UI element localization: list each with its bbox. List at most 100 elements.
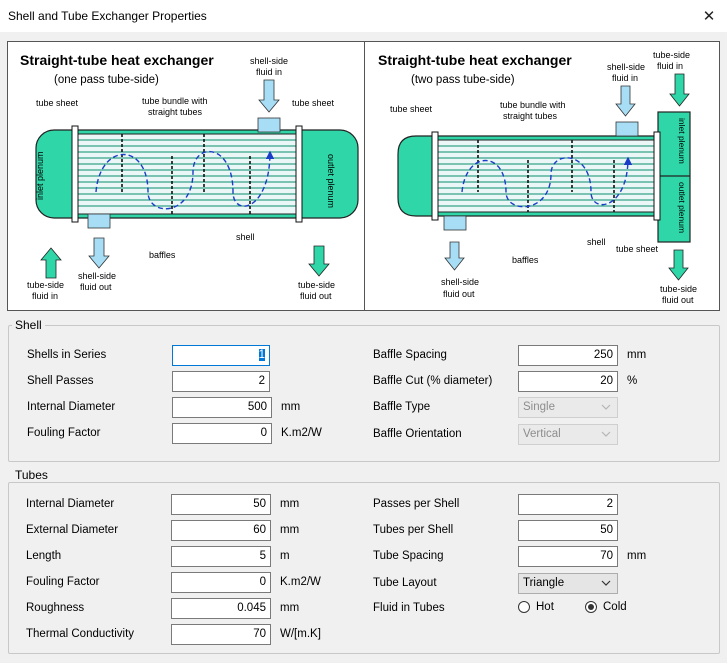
left-shell-in-nozzle bbox=[258, 118, 280, 132]
right-bundle-label-2: straight tubes bbox=[503, 111, 558, 121]
right-tube-in-arrow-icon bbox=[670, 74, 689, 106]
shell-fouling-factor-unit: K.m2/W bbox=[281, 427, 322, 439]
tube-internal-diameter-input[interactable]: 50 bbox=[171, 494, 271, 515]
tube-fouling-factor-label: Fouling Factor bbox=[26, 576, 100, 588]
tube-thermal-conductivity-unit: W/[m.K] bbox=[280, 628, 321, 640]
radio-unchecked-icon bbox=[518, 601, 530, 613]
right-baffles-label: baffles bbox=[512, 255, 539, 265]
left-bundle-label-1: tube bundle with bbox=[142, 96, 208, 106]
passes-per-shell-input[interactable]: 2 bbox=[518, 494, 618, 515]
baffle-cut-unit: % bbox=[627, 375, 637, 387]
left-shell-in-label-1: shell-side bbox=[250, 56, 288, 66]
tube-roughness-input[interactable]: 0.045 bbox=[171, 598, 271, 619]
right-tube-out-label-1: tube-side bbox=[660, 284, 697, 294]
right-tube-sheet-bottom-label: tube sheet bbox=[616, 244, 659, 254]
fluid-hot-radio[interactable]: Hot bbox=[518, 601, 554, 613]
tube-fouling-factor-input[interactable]: 0 bbox=[171, 572, 271, 593]
right-tube-sheet-2 bbox=[654, 132, 660, 220]
tube-length-unit: m bbox=[280, 550, 290, 562]
tube-roughness-label: Roughness bbox=[26, 602, 84, 614]
radio-checked-icon bbox=[585, 601, 597, 613]
close-icon[interactable]: ✕ bbox=[691, 0, 727, 32]
right-tube-sheet-1 bbox=[432, 132, 438, 220]
right-shell-in-label-1: shell-side bbox=[607, 62, 645, 72]
left-inlet-plenum-label: inlet plenum bbox=[35, 151, 45, 200]
shell-fouling-factor-input[interactable]: 0 bbox=[172, 423, 272, 444]
tubes-per-shell-input[interactable]: 50 bbox=[518, 520, 618, 541]
tube-spacing-unit: mm bbox=[627, 550, 646, 562]
tube-internal-diameter-unit: mm bbox=[280, 498, 299, 510]
left-tube-out-label-2: fluid out bbox=[300, 291, 332, 301]
window-title: Shell and Tube Exchanger Properties bbox=[8, 9, 207, 23]
shell-fouling-factor-label: Fouling Factor bbox=[27, 427, 101, 439]
right-shell-out-nozzle bbox=[444, 216, 466, 230]
left-outlet-plenum-label: outlet plenum bbox=[326, 154, 336, 208]
baffle-spacing-label: Baffle Spacing bbox=[373, 349, 447, 361]
right-inlet-plenum-label: inlet plenum bbox=[677, 118, 687, 164]
tube-layout-select[interactable]: Triangle bbox=[518, 573, 618, 594]
shell-internal-diameter-input[interactable]: 500 bbox=[172, 397, 272, 418]
fluid-cold-radio[interactable]: Cold bbox=[585, 601, 627, 613]
left-shell-out-nozzle bbox=[88, 214, 110, 228]
chevron-down-icon bbox=[601, 578, 611, 588]
tube-spacing-label: Tube Spacing bbox=[373, 550, 444, 562]
left-shell-out-label-1: shell-side bbox=[78, 271, 116, 281]
right-tube-out-arrow-icon bbox=[669, 250, 688, 280]
right-shell-out-arrow-icon bbox=[445, 242, 464, 270]
right-tube-sheet-label: tube sheet bbox=[390, 104, 433, 114]
left-shell-label: shell bbox=[236, 232, 255, 242]
right-shell-out-label-2: fluid out bbox=[443, 289, 475, 299]
tube-layout-label: Tube Layout bbox=[373, 577, 437, 589]
one-pass-diagram: Straight-tube heat exchanger (one pass t… bbox=[8, 42, 364, 310]
tube-out-arrow-icon bbox=[309, 246, 329, 276]
right-outlet-plenum-label: outlet plenum bbox=[677, 182, 687, 233]
left-bundle-label-2: straight tubes bbox=[148, 107, 203, 117]
left-tube-sheet-1 bbox=[72, 126, 78, 222]
tube-length-label: Length bbox=[26, 550, 61, 562]
shell-passes-label: Shell Passes bbox=[27, 375, 93, 387]
tube-length-input[interactable]: 5 bbox=[171, 546, 271, 567]
left-tube-in-label-1: tube-side bbox=[27, 280, 64, 290]
right-tube-out-label-2: fluid out bbox=[662, 295, 694, 305]
fluid-cold-label: Cold bbox=[603, 601, 627, 613]
baffle-spacing-unit: mm bbox=[627, 349, 646, 361]
passes-per-shell-label: Passes per Shell bbox=[373, 498, 459, 510]
baffle-spacing-input[interactable]: 250 bbox=[518, 345, 618, 366]
left-shell-out-label-2: fluid out bbox=[80, 282, 112, 292]
tube-in-arrow-icon bbox=[41, 248, 61, 278]
baffle-cut-label: Baffle Cut (% diameter) bbox=[373, 375, 492, 387]
tube-external-diameter-input[interactable]: 60 bbox=[171, 520, 271, 541]
shell-internal-diameter-label: Internal Diameter bbox=[27, 401, 115, 413]
baffle-type-select[interactable]: Single bbox=[518, 397, 618, 418]
fluid-in-tubes-label: Fluid in Tubes bbox=[373, 602, 445, 614]
right-tube-in-label-1: tube-side bbox=[653, 50, 690, 60]
two-pass-diagram: Straight-tube heat exchanger (two pass t… bbox=[366, 42, 720, 310]
tube-spacing-input[interactable]: 70 bbox=[518, 546, 618, 567]
baffle-orientation-label: Baffle Orientation bbox=[373, 428, 462, 440]
baffle-orientation-select[interactable]: Vertical bbox=[518, 424, 618, 445]
right-shell-in-arrow-icon bbox=[616, 86, 635, 116]
baffle-type-label: Baffle Type bbox=[373, 401, 430, 413]
tube-roughness-unit: mm bbox=[280, 602, 299, 614]
shell-internal-diameter-unit: mm bbox=[281, 401, 300, 413]
shell-out-arrow-icon bbox=[89, 238, 109, 268]
left-title: Straight-tube heat exchanger bbox=[20, 52, 214, 68]
right-tube-in-label-2: fluid in bbox=[657, 61, 683, 71]
shell-in-arrow-icon bbox=[259, 80, 279, 112]
shell-passes-input[interactable]: 2 bbox=[172, 371, 270, 392]
shells-in-series-input[interactable]: 1 bbox=[172, 345, 270, 366]
right-bundle-label-1: tube bundle with bbox=[500, 100, 566, 110]
right-shell-in-label-2: fluid in bbox=[612, 73, 638, 83]
tube-internal-diameter-label: Internal Diameter bbox=[26, 498, 114, 510]
tubes-group-label: Tubes bbox=[12, 468, 51, 482]
diagram-divider bbox=[364, 42, 365, 310]
shells-in-series-label: Shells in Series bbox=[27, 349, 106, 361]
baffle-cut-input[interactable]: 20 bbox=[518, 371, 618, 392]
left-shell-in-label-2: fluid in bbox=[256, 67, 282, 77]
tube-fouling-factor-unit: K.m2/W bbox=[280, 576, 321, 588]
shell-group-label: Shell bbox=[12, 318, 45, 332]
left-tube-sheet-label: tube sheet bbox=[36, 98, 79, 108]
left-tube-sheet-right-label: tube sheet bbox=[292, 98, 335, 108]
tube-thermal-conductivity-input[interactable]: 70 bbox=[171, 624, 271, 645]
chevron-down-icon bbox=[601, 429, 611, 439]
